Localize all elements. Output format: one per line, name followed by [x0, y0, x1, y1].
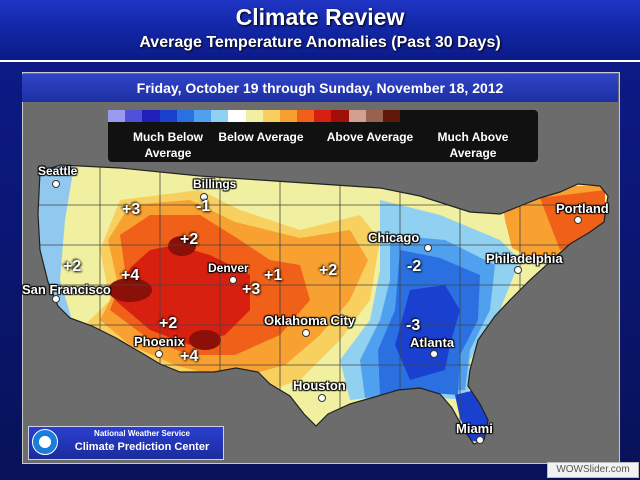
legend-swatch-3	[159, 110, 177, 122]
page-subtitle: Average Temperature Anomalies (Past 30 D…	[139, 34, 501, 51]
anomaly-value: +2	[159, 315, 178, 332]
region-dark-red-ca	[108, 278, 152, 302]
city-label-billings: Billings	[193, 177, 237, 191]
date-range: Friday, October 19 through Sunday, Novem…	[22, 74, 618, 102]
city-marker	[514, 266, 522, 274]
anomaly-value: +4	[121, 267, 140, 284]
legend-swatch-5	[193, 110, 212, 122]
legend-swatch-6	[211, 110, 229, 122]
anomaly-value: +2	[319, 262, 338, 279]
city-label-atlanta: Atlanta	[410, 335, 455, 350]
city-marker	[574, 216, 582, 224]
city-label-phoenix: Phoenix	[134, 334, 185, 349]
legend-swatch-12	[314, 110, 332, 122]
legend-swatch-13	[331, 110, 349, 122]
legend-swatch-16	[383, 110, 401, 122]
anomaly-value: +2	[63, 258, 82, 275]
legend-swatch-9	[262, 110, 280, 122]
legend-swatch-1	[125, 110, 143, 122]
us-outline	[37, 164, 609, 445]
nws-badge	[28, 426, 224, 460]
region-dark-red-az	[189, 330, 221, 350]
city-marker	[430, 350, 438, 358]
anomaly-value: +1	[264, 267, 283, 284]
city-label-philadelphia: Philadelphia	[486, 251, 563, 266]
city-marker	[200, 193, 208, 201]
legend-label-much-below: Much Below Average	[132, 130, 203, 160]
city-label-oklahoma-city: Oklahoma City	[264, 313, 356, 328]
legend-swatch-7	[228, 110, 246, 122]
legend-swatch-11	[297, 110, 315, 122]
legend-swatch-14	[348, 110, 366, 122]
city-marker	[155, 350, 163, 358]
title-band	[0, 0, 640, 62]
anomaly-value: +4	[180, 348, 199, 365]
city-marker	[424, 244, 432, 252]
legend-swatch-15	[365, 110, 383, 122]
legend-label-below: Below Average	[218, 130, 304, 144]
legend-swatch-4	[176, 110, 194, 122]
anomaly-value: -2	[407, 258, 422, 275]
nws-name: National Weather Service	[94, 429, 190, 438]
legend-swatch-8	[245, 110, 263, 122]
legend-swatch-0	[108, 110, 126, 122]
city-label-san-francisco: San Francisco	[22, 282, 111, 297]
city-marker	[302, 329, 310, 337]
cpc-name: Climate Prediction Center	[74, 441, 210, 453]
legend-color-bar	[108, 110, 401, 122]
city-marker	[476, 436, 484, 444]
legend-label-above: Above Average	[326, 130, 414, 144]
region-dark-blue	[395, 285, 460, 380]
legend-swatch-10	[279, 110, 298, 122]
city-marker	[52, 180, 60, 188]
anomaly-value: +2	[180, 231, 199, 248]
anomaly-value: +3	[122, 201, 141, 218]
noaa-logo-icon	[32, 429, 58, 455]
city-label-seattle: Seattle	[38, 164, 78, 178]
city-label-denver: Denver	[208, 261, 249, 275]
anomaly-value: -3	[406, 317, 421, 334]
slider-credit[interactable]: WOWSlider.com	[547, 462, 639, 478]
city-label-houston: Houston	[293, 378, 346, 393]
anomaly-value: -1	[196, 198, 211, 215]
region-red	[115, 245, 250, 345]
city-label-portland: Portland	[556, 201, 609, 216]
legend-swatch-2	[142, 110, 160, 122]
city-marker	[52, 295, 60, 303]
city-label-miami: Miami	[456, 421, 493, 436]
region-dark-red-wy	[168, 236, 196, 256]
legend-label-much-above: Much Above Average	[437, 130, 509, 160]
anomaly-value: +3	[242, 281, 261, 298]
city-marker	[318, 394, 326, 402]
city-marker	[229, 276, 237, 284]
city-label-chicago: Chicago	[368, 230, 420, 245]
page-title: Climate Review	[235, 4, 405, 30]
